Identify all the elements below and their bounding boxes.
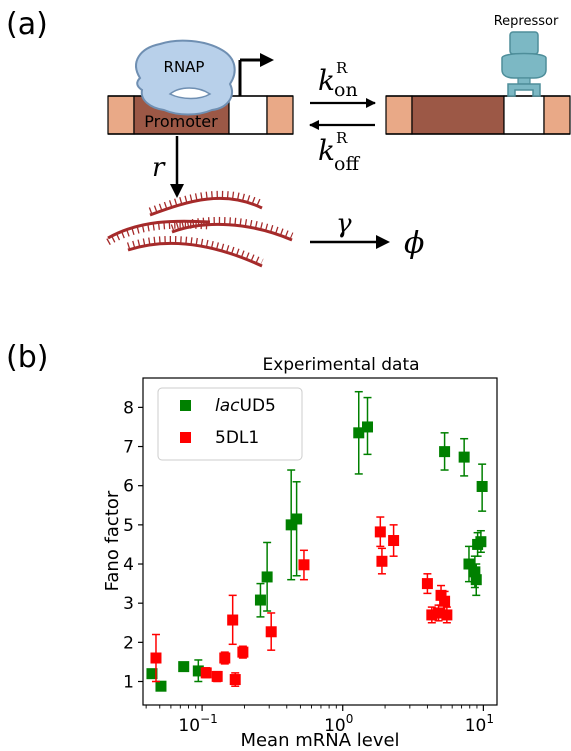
data-point: [374, 526, 386, 538]
chart-title: Experimental data: [262, 355, 419, 375]
mrna-icon: [106, 190, 294, 268]
svg-text:off: off: [334, 153, 360, 175]
data-point: [433, 607, 445, 619]
y-tick-label: 3: [123, 594, 134, 614]
y-tick-label: 2: [123, 633, 134, 653]
series-0: [146, 390, 488, 692]
data-point: [254, 594, 266, 606]
data-point: [353, 427, 365, 439]
data-point: [211, 670, 223, 682]
transcription-start-arrow: [238, 53, 274, 96]
data-point: [476, 480, 488, 492]
kon-rate-label: k R on: [318, 59, 358, 101]
y-axis-label: Fano factor: [102, 490, 123, 591]
legend-entry-lacud5: lacUD5: [215, 396, 276, 416]
panel-a-label: (a): [6, 7, 48, 42]
svg-text:R: R: [336, 129, 348, 147]
promoter-label: Promoter: [144, 112, 218, 131]
koff-rate-label: k R off: [318, 129, 360, 175]
panel-b-label: (b): [6, 340, 48, 375]
data-point: [388, 535, 400, 547]
x-axis: 10−1 100 101: [145, 705, 494, 736]
data-point: [435, 589, 447, 601]
data-point: [376, 555, 388, 567]
panel-a: (a) Promoter RNAP k R: [6, 7, 571, 268]
data-point: [458, 451, 470, 463]
data-point: [469, 566, 481, 578]
operator-site: [228, 95, 268, 135]
r-rate-label: r: [152, 153, 166, 183]
data-point: [439, 446, 451, 458]
data-point: [285, 519, 297, 531]
dna-strip-right: [385, 95, 571, 135]
data-point: [192, 665, 204, 677]
y-tick-label: 6: [123, 477, 134, 497]
data-point: [441, 609, 453, 621]
data-point: [150, 652, 162, 664]
data-point: [463, 558, 475, 570]
data-point: [178, 661, 190, 673]
y-tick-label: 8: [123, 398, 134, 418]
data-point: [237, 646, 249, 658]
data-point: [219, 652, 231, 664]
y-tick-label: 1: [123, 673, 134, 693]
data-layer: [146, 390, 488, 692]
y-tick-label: 5: [123, 516, 134, 536]
data-point: [227, 614, 239, 626]
data-point: [361, 421, 373, 433]
data-point: [291, 513, 303, 525]
legend-swatch-lacud5: [180, 400, 191, 411]
data-point: [146, 668, 158, 680]
y-axis: 1 2 3 4 5 6 7 8: [123, 398, 143, 693]
transcription-arrow: [170, 136, 184, 198]
gamma-rate-label: γ: [336, 209, 352, 239]
svg-text:k: k: [318, 64, 335, 97]
x-tick-label: 100: [324, 712, 353, 736]
data-point: [298, 559, 310, 571]
phi-symbol: ϕ: [404, 226, 424, 261]
data-point: [155, 680, 167, 692]
data-point: [265, 626, 277, 638]
data-point: [200, 667, 212, 679]
y-tick-label: 4: [123, 555, 134, 575]
rnap-label: RNAP: [164, 58, 205, 76]
repressor-icon: [501, 31, 547, 97]
data-point: [475, 536, 487, 548]
plot-frame: [142, 377, 498, 706]
data-point: [261, 571, 273, 583]
data-point: [470, 574, 482, 586]
legend: lacUD5 5DL1: [157, 387, 303, 461]
svg-text:k: k: [318, 134, 335, 167]
y-tick-label: 7: [123, 438, 134, 458]
rnap-icon: [135, 39, 236, 116]
x-tick-label: 10−1: [178, 712, 217, 736]
chart-plot: 1 2 3 4 5 6 7 8 10−1 100 101: [123, 377, 498, 736]
svg-text:on: on: [334, 79, 358, 101]
legend-entry-5dl1: 5DL1: [215, 428, 259, 448]
x-tick-label: 101: [465, 712, 494, 736]
data-point: [439, 595, 451, 607]
degradation-arrow: [310, 235, 390, 249]
data-point: [426, 609, 438, 621]
legend-box: [157, 387, 303, 461]
legend-swatch-5dl1: [180, 432, 191, 443]
series-1: [150, 516, 453, 687]
x-axis-label: Mean mRNA level: [240, 730, 399, 751]
data-point: [421, 578, 433, 590]
repressor-label: Repressor: [494, 14, 559, 29]
svg-text:R: R: [336, 59, 348, 77]
data-point: [229, 674, 241, 686]
